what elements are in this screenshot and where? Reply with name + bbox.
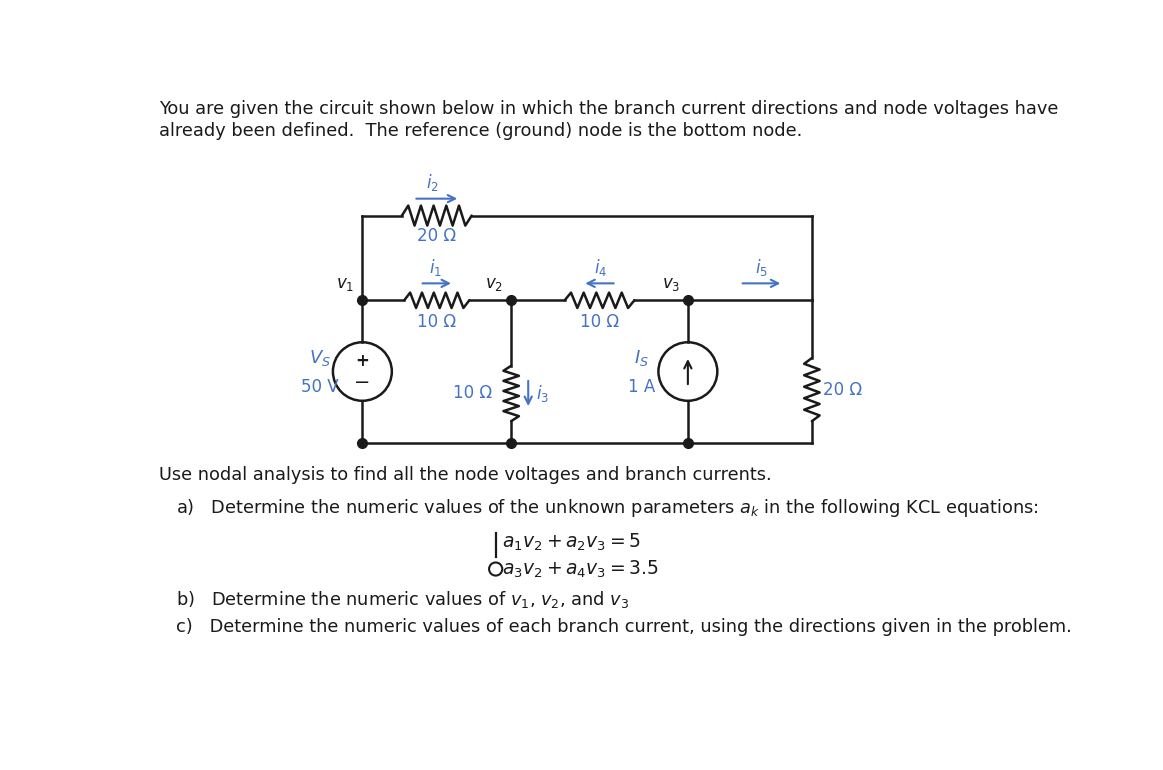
Text: $I_S$: $I_S$ [634, 349, 649, 368]
Text: 10 Ω: 10 Ω [580, 313, 619, 331]
Text: −: − [355, 373, 371, 392]
Text: $i_4$: $i_4$ [594, 257, 608, 278]
Text: 20 Ω: 20 Ω [418, 227, 456, 245]
Text: $v_1$: $v_1$ [336, 275, 355, 293]
Text: $v_3$: $v_3$ [662, 275, 680, 293]
Text: 50 V: 50 V [301, 378, 338, 396]
Text: $i_5$: $i_5$ [755, 257, 768, 278]
Text: $a_1 v_2 + a_2 v_3 = 5$: $a_1 v_2 + a_2 v_3 = 5$ [502, 531, 641, 553]
Text: a)   Determine the numeric values of the unknown parameters $a_k$ in the followi: a) Determine the numeric values of the u… [177, 497, 1040, 519]
Text: 20 Ω: 20 Ω [823, 380, 863, 399]
Text: 10 Ω: 10 Ω [452, 384, 492, 403]
Text: Use nodal analysis to find all the node voltages and branch currents.: Use nodal analysis to find all the node … [159, 466, 772, 484]
Text: $V_S$: $V_S$ [309, 349, 330, 368]
Text: b)   Determine the numeric values of $v_1$, $v_2$, and $v_3$: b) Determine the numeric values of $v_1$… [177, 589, 629, 610]
Text: $i_3$: $i_3$ [536, 383, 549, 404]
Text: 10 Ω: 10 Ω [418, 313, 456, 331]
Text: You are given the circuit shown below in which the branch current directions and: You are given the circuit shown below in… [159, 100, 1058, 118]
Text: $i_2$: $i_2$ [427, 172, 440, 193]
Text: $i_1$: $i_1$ [429, 257, 442, 278]
Text: already been defined.  The reference (ground) node is the bottom node.: already been defined. The reference (gro… [159, 122, 802, 139]
Text: $v_2$: $v_2$ [485, 275, 504, 293]
Text: +: + [356, 352, 370, 370]
Text: 1 A: 1 A [628, 378, 655, 396]
Text: c)   Determine the numeric values of each branch current, using the directions g: c) Determine the numeric values of each … [177, 618, 1072, 635]
Text: $a_3 v_2 + a_4 v_3 = 3.5$: $a_3 v_2 + a_4 v_3 = 3.5$ [502, 558, 658, 580]
